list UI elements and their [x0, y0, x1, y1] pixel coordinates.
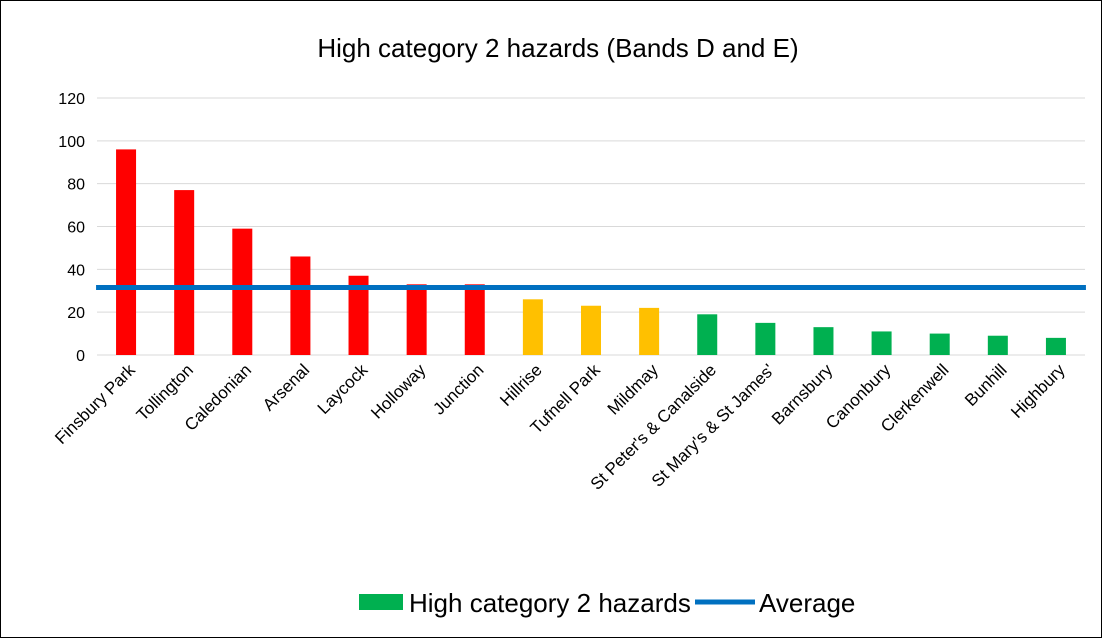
bar-highbury — [1045, 337, 1066, 355]
bars — [116, 149, 1066, 355]
bar-arsenal — [290, 256, 311, 355]
bar-hillrise — [522, 299, 543, 355]
y-tick-label: 40 — [67, 262, 85, 279]
x-tick-label: Laycock — [314, 360, 372, 418]
x-tick-label: Finsbury Park — [51, 360, 139, 448]
bar-st-peter-s-canalside — [697, 314, 718, 355]
x-tick-label: Bunhill — [961, 360, 1011, 410]
x-tick-label: Mildmay — [604, 360, 663, 419]
y-tick-label: 0 — [76, 348, 85, 365]
legend: High category 2 hazards Average — [359, 588, 855, 618]
y-axis-ticks: 0 20 40 60 80 100 120 — [58, 91, 85, 365]
bar-canonbury — [871, 331, 892, 355]
x-tick-label: Arsenal — [259, 360, 313, 414]
bar-laycock — [348, 275, 369, 355]
x-tick-label: Highbury — [1007, 360, 1069, 422]
x-tick-label: Hillrise — [496, 360, 545, 409]
x-tick-label: Junction — [429, 360, 487, 418]
y-tick-label: 60 — [67, 220, 85, 237]
bar-junction — [464, 284, 485, 355]
bar-barnsbury — [813, 327, 834, 355]
y-tick-label: 20 — [67, 305, 85, 322]
bar-mildmay — [639, 307, 660, 355]
y-tick-label: 80 — [67, 177, 85, 194]
chart-title: High category 2 hazards (Bands D and E) — [317, 33, 798, 63]
bar-caledonian — [232, 228, 253, 355]
y-tick-label: 120 — [58, 91, 85, 108]
bar-bunhill — [987, 335, 1008, 355]
bar-st-mary-s-st-james — [755, 322, 776, 355]
bar-holloway — [406, 284, 427, 355]
legend-label-average: Average — [759, 588, 855, 618]
y-tick-label: 100 — [58, 134, 85, 151]
gridlines — [97, 97, 1085, 356]
bar-tollington — [174, 190, 195, 355]
legend-label-bars: High category 2 hazards — [409, 588, 691, 618]
bar-clerkenwell — [929, 333, 950, 355]
bar-tufnell-park — [581, 305, 601, 355]
x-tick-label: Holloway — [367, 360, 430, 423]
bar-finsbury-park — [116, 149, 137, 355]
legend-swatch-bars — [359, 594, 403, 610]
